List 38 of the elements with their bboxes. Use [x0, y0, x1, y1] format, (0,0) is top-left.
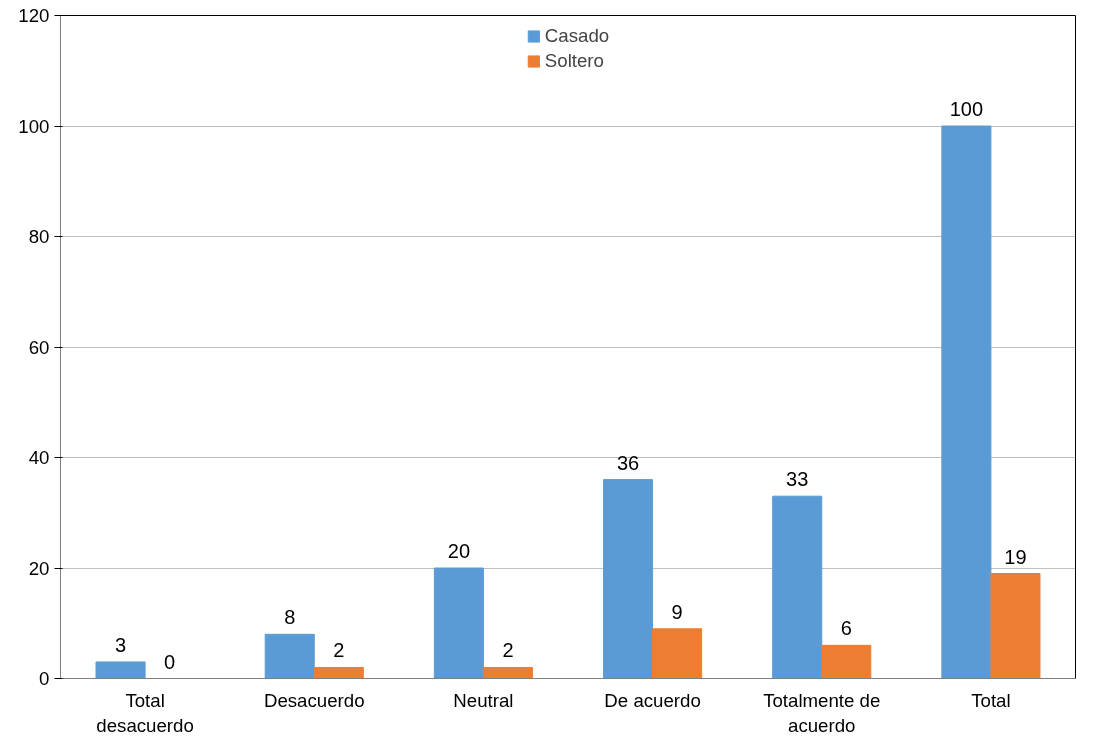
data-label: 33 [786, 468, 809, 491]
x-tick-label: Total [971, 689, 1011, 711]
data-label: 100 [949, 98, 984, 120]
y-tick-label: 40 [28, 447, 50, 468]
y-tick-label: 80 [28, 226, 50, 247]
bar [652, 628, 703, 679]
data-label: 2 [502, 639, 514, 662]
data-label: 3 [114, 633, 127, 656]
bar [313, 666, 364, 679]
y-tick-label: 20 [28, 557, 50, 579]
bar [772, 495, 823, 679]
x-tick-label: Totalmente de acuerdo [763, 689, 881, 736]
legend-label: Casado [544, 25, 610, 47]
data-label: 36 [616, 451, 640, 474]
bar [990, 573, 1041, 679]
data-label: 8 [284, 606, 296, 629]
bar [941, 125, 992, 679]
data-label: 2 [333, 639, 345, 662]
y-tick-label: 0 [39, 668, 50, 689]
bar [821, 644, 872, 679]
y-tick-label: 120 [18, 5, 50, 26]
x-tick-label: Desacuerdo [263, 689, 365, 711]
bar [95, 661, 146, 679]
bar [603, 479, 654, 679]
bar [264, 633, 315, 679]
y-tick-label: 60 [28, 336, 50, 358]
y-tick-label: 100 [18, 115, 50, 137]
x-tick-label: Total desacuerdo [96, 689, 194, 736]
x-tick-label: De acuerdo [604, 689, 701, 711]
data-label: 20 [447, 540, 471, 562]
data-label: 0 [164, 650, 176, 673]
bar [482, 666, 533, 679]
data-label: 6 [840, 617, 852, 640]
data-label: 9 [671, 600, 683, 623]
x-tick-label: Neutral [453, 689, 514, 711]
bar [433, 567, 484, 679]
data-label: 19 [1004, 545, 1027, 568]
legend-label: Soltero [544, 50, 604, 72]
